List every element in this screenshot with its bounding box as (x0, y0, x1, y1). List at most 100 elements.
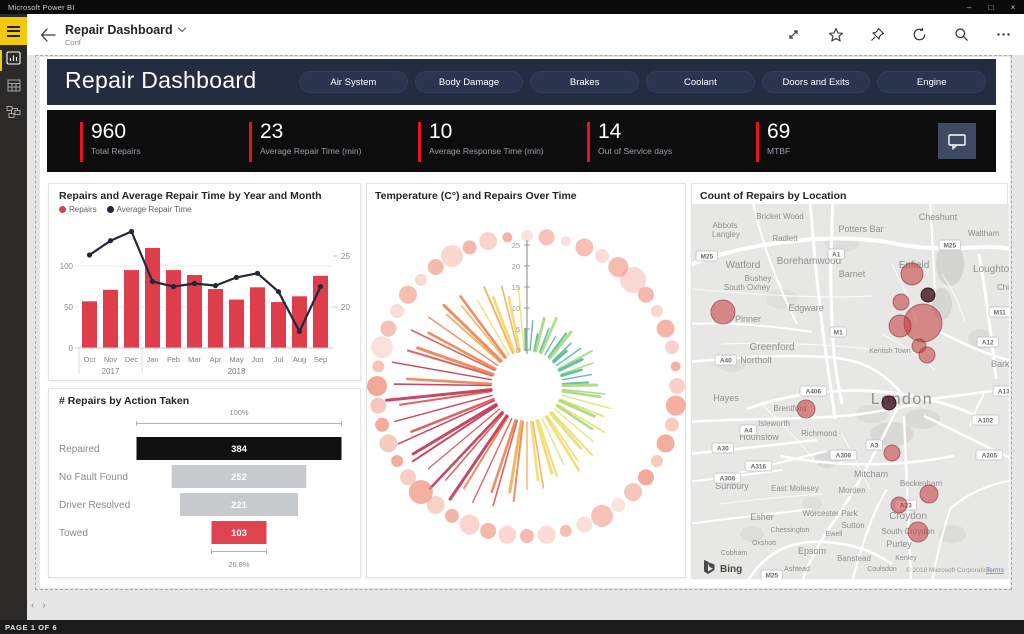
svg-text:20: 20 (341, 303, 350, 312)
legend-repairs-label: Repairs (69, 205, 97, 214)
svg-text:Chigwell: Chigwell (997, 283, 1009, 292)
data-table-icon (7, 79, 21, 97)
search-icon[interactable] (953, 26, 970, 43)
workspace-name: Conf (65, 37, 81, 47)
svg-text:25: 25 (512, 241, 520, 250)
filter-button-engine[interactable]: Engine (877, 71, 987, 93)
svg-text:Beckenham: Beckenham (900, 479, 943, 488)
dashboard-header: Repair Dashboard Air System Body Damage Br… (47, 59, 996, 105)
comments-button[interactable] (938, 123, 976, 159)
svg-text:2018: 2018 (228, 367, 246, 376)
svg-text:No Fault Found: No Fault Found (59, 472, 128, 483)
svg-text:0: 0 (69, 344, 74, 353)
svg-text:M11: M11 (994, 310, 1007, 317)
svg-text:2017: 2017 (102, 367, 120, 376)
sidebar-item-model[interactable] (0, 101, 27, 128)
model-relationships-icon (6, 105, 21, 124)
page-scroll-arrows: ‹ › (31, 600, 46, 611)
filter-buttons: Air System Body Damage Brakes Coolant Doors … (299, 71, 987, 93)
chevron-down-icon[interactable] (177, 23, 186, 33)
chart-title: Count of Repairs by Location (700, 190, 847, 202)
svg-text:Watford: Watford (726, 260, 761, 271)
nav-action-icons (785, 26, 1024, 43)
svg-text:Purley: Purley (886, 539, 912, 549)
svg-text:Morden: Morden (838, 486, 865, 495)
svg-text:A308: A308 (720, 476, 736, 483)
favorite-star-icon[interactable] (827, 26, 844, 43)
svg-text:100%: 100% (229, 408, 249, 417)
svg-text:Northolt: Northolt (740, 355, 772, 365)
filter-button-coolant[interactable]: Coolant (646, 71, 755, 93)
window-title: Microsoft Power BI (8, 2, 75, 12)
svg-text:Cheshunt: Cheshunt (919, 212, 958, 222)
svg-text:Bushey: Bushey (745, 274, 772, 283)
svg-text:Jan: Jan (146, 355, 158, 364)
kpi-accent-bar (80, 122, 83, 162)
sidebar-item-data[interactable] (0, 74, 27, 101)
kpi-label: Out of Service days (598, 146, 673, 156)
panel-repairs-by-month: Repairs and Average Repair Time by Year … (48, 183, 361, 381)
dashboard-title: Repair Dashboard (65, 67, 257, 93)
dashboard-name[interactable]: Repair Dashboard (65, 22, 173, 37)
chart-title: # Repairs by Action Taken (59, 395, 190, 407)
svg-text:Hayes: Hayes (713, 393, 739, 403)
svg-text:Dec: Dec (125, 355, 139, 364)
kpi-value: 10 (429, 120, 453, 143)
svg-text:Richmond: Richmond (801, 429, 837, 438)
svg-text:Jul: Jul (274, 355, 284, 364)
sidebar-item-report[interactable] (0, 47, 27, 74)
svg-text:20: 20 (512, 262, 520, 271)
scroll-left-arrow[interactable]: ‹ (31, 600, 35, 611)
kpi-value: 960 (91, 120, 127, 143)
legend-avg-label: Average Repair Time (116, 205, 192, 214)
svg-text:Mitcham: Mitcham (854, 469, 888, 479)
svg-text:252: 252 (231, 472, 247, 483)
svg-text:0: 0 (516, 346, 520, 355)
svg-text:Sep: Sep (314, 355, 327, 364)
filter-button-doors-and-exits[interactable]: Doors and Exits (761, 71, 871, 93)
svg-text:Sunbury: Sunbury (715, 481, 749, 491)
svg-text:Apr: Apr (210, 355, 222, 364)
svg-text:Potters Bar: Potters Bar (838, 224, 883, 234)
svg-text:Croydon: Croydon (889, 511, 927, 522)
svg-text:Sutton: Sutton (841, 521, 864, 530)
maximize-button[interactable]: □ (988, 2, 994, 12)
kpi-label: Average Repair Time (min) (260, 146, 362, 156)
svg-text:Jun: Jun (251, 355, 263, 364)
expand-icon[interactable] (785, 26, 802, 43)
kpi-mtbf: 69 MTBF (756, 120, 925, 162)
svg-text:Brentford: Brentford (774, 404, 807, 413)
svg-text:East Molesey: East Molesey (771, 484, 819, 493)
legend-avg-dot (106, 206, 114, 213)
close-button[interactable]: × (1010, 2, 1016, 12)
svg-text:Aug: Aug (293, 355, 306, 364)
svg-text:5: 5 (516, 325, 520, 334)
app-sidebar (0, 14, 27, 620)
svg-text:A306: A306 (836, 453, 852, 460)
svg-text:Kentish Town: Kentish Town (869, 348, 911, 355)
back-arrow-icon[interactable] (39, 26, 57, 44)
filter-button-air-system[interactable]: Air System (299, 71, 408, 93)
pin-icon[interactable] (869, 26, 886, 43)
svg-text:Edgware: Edgware (788, 303, 824, 313)
refresh-icon[interactable] (911, 26, 928, 43)
minimize-button[interactable]: – (966, 2, 972, 12)
svg-text:A1: A1 (832, 252, 841, 259)
hamburger-menu-icon[interactable] (0, 17, 27, 45)
scroll-right-arrow[interactable]: › (42, 600, 46, 611)
kpi-value: 23 (260, 120, 284, 143)
kpi-band: 960 Total Repairs 23 Average Repair Time (m… (47, 110, 996, 172)
svg-text:A40: A40 (720, 358, 732, 365)
more-options-icon[interactable] (995, 26, 1012, 43)
svg-text:Barking: Barking (991, 359, 1009, 369)
filter-button-brakes[interactable]: Brakes (530, 71, 640, 93)
bing-map[interactable]: Abbots Langley Bricket Wood Potters Bar Ches… (686, 198, 1024, 584)
svg-text:A102: A102 (978, 418, 994, 425)
svg-text:A30: A30 (717, 446, 729, 453)
kpi-accent-bar (418, 122, 421, 162)
svg-text:Oct: Oct (84, 355, 97, 364)
svg-text:Borehamwood: Borehamwood (777, 256, 841, 267)
svg-text:Towed: Towed (59, 528, 88, 539)
comment-bubble-icon (948, 134, 966, 150)
filter-button-body-damage[interactable]: Body Damage (414, 71, 524, 93)
